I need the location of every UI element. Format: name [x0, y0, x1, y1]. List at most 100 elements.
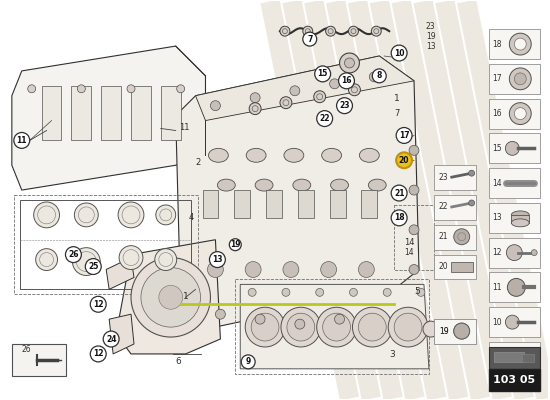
Circle shape [159, 286, 183, 309]
Circle shape [514, 73, 526, 85]
Text: 13: 13 [426, 42, 436, 51]
Circle shape [34, 202, 59, 228]
Text: 13: 13 [212, 255, 223, 264]
Circle shape [280, 97, 292, 109]
Circle shape [280, 26, 290, 36]
Bar [434, 319, 476, 344]
Text: 11: 11 [16, 136, 27, 145]
Circle shape [507, 245, 522, 260]
Circle shape [509, 68, 531, 90]
Bar [329, 190, 345, 218]
Circle shape [326, 26, 336, 36]
Bar [434, 319, 476, 344]
Bar [488, 347, 540, 369]
Ellipse shape [255, 179, 273, 191]
Text: 18: 18 [394, 213, 404, 222]
Circle shape [74, 203, 98, 227]
Circle shape [283, 262, 299, 278]
Circle shape [321, 262, 337, 278]
Circle shape [409, 225, 419, 235]
Circle shape [514, 108, 526, 120]
Text: 16: 16 [341, 76, 352, 85]
Text: 20: 20 [439, 262, 448, 271]
Circle shape [396, 152, 412, 168]
Circle shape [469, 200, 475, 206]
Text: 17: 17 [399, 131, 409, 140]
Bar [488, 272, 540, 302]
Ellipse shape [284, 148, 304, 162]
Circle shape [339, 73, 354, 89]
Circle shape [281, 307, 321, 347]
Circle shape [65, 247, 81, 262]
Bar [361, 190, 377, 218]
Text: 3: 3 [389, 350, 395, 359]
Circle shape [344, 58, 354, 68]
Text: 8: 8 [377, 71, 382, 80]
Polygon shape [106, 258, 134, 289]
Circle shape [349, 26, 359, 36]
Ellipse shape [512, 219, 529, 227]
Circle shape [303, 32, 317, 46]
Text: 9: 9 [492, 352, 497, 362]
Circle shape [28, 85, 36, 93]
Circle shape [90, 346, 106, 362]
Circle shape [454, 323, 470, 339]
Bar [434, 255, 476, 280]
Circle shape [349, 288, 358, 296]
Bar [161, 86, 180, 140]
Text: 14: 14 [404, 238, 415, 247]
Circle shape [509, 103, 531, 124]
Text: 23: 23 [339, 101, 350, 110]
Bar [235, 280, 429, 374]
Bar [101, 86, 121, 140]
Circle shape [103, 331, 119, 347]
Circle shape [119, 246, 143, 270]
Circle shape [73, 248, 100, 276]
Bar [488, 203, 540, 233]
Bar [522, 354, 534, 362]
Bar [131, 86, 151, 140]
Text: a passion 4 parts: a passion 4 parts [157, 265, 304, 354]
Circle shape [391, 210, 407, 226]
Text: 9: 9 [245, 357, 251, 366]
Text: 14: 14 [404, 248, 414, 257]
Circle shape [334, 314, 344, 324]
Circle shape [14, 132, 30, 148]
Polygon shape [240, 284, 429, 369]
Circle shape [216, 309, 225, 319]
Circle shape [505, 315, 519, 329]
Bar [488, 307, 540, 337]
Bar [234, 190, 250, 218]
Circle shape [207, 262, 223, 278]
Circle shape [339, 53, 359, 73]
Polygon shape [12, 46, 206, 190]
Polygon shape [116, 240, 221, 354]
Circle shape [372, 69, 386, 83]
Text: 19: 19 [230, 240, 240, 249]
Bar [394, 205, 434, 270]
Circle shape [383, 288, 391, 296]
Text: 14: 14 [492, 179, 502, 188]
Circle shape [359, 313, 386, 341]
Circle shape [409, 185, 419, 195]
Ellipse shape [331, 179, 349, 191]
Text: 7: 7 [307, 35, 312, 44]
Text: 26: 26 [68, 250, 79, 259]
Polygon shape [175, 56, 419, 329]
Polygon shape [196, 56, 414, 120]
Circle shape [85, 258, 101, 274]
Bar [512, 215, 529, 223]
Circle shape [409, 145, 419, 155]
Text: 18: 18 [492, 40, 502, 48]
Text: 23: 23 [439, 173, 448, 182]
Circle shape [454, 229, 470, 245]
Text: 13: 13 [492, 213, 502, 222]
Ellipse shape [246, 148, 266, 162]
Circle shape [287, 313, 315, 341]
Bar [451, 262, 472, 272]
Circle shape [507, 278, 525, 296]
Circle shape [290, 86, 300, 96]
Text: 20: 20 [399, 156, 409, 165]
Circle shape [241, 355, 255, 369]
Bar [14, 195, 197, 294]
